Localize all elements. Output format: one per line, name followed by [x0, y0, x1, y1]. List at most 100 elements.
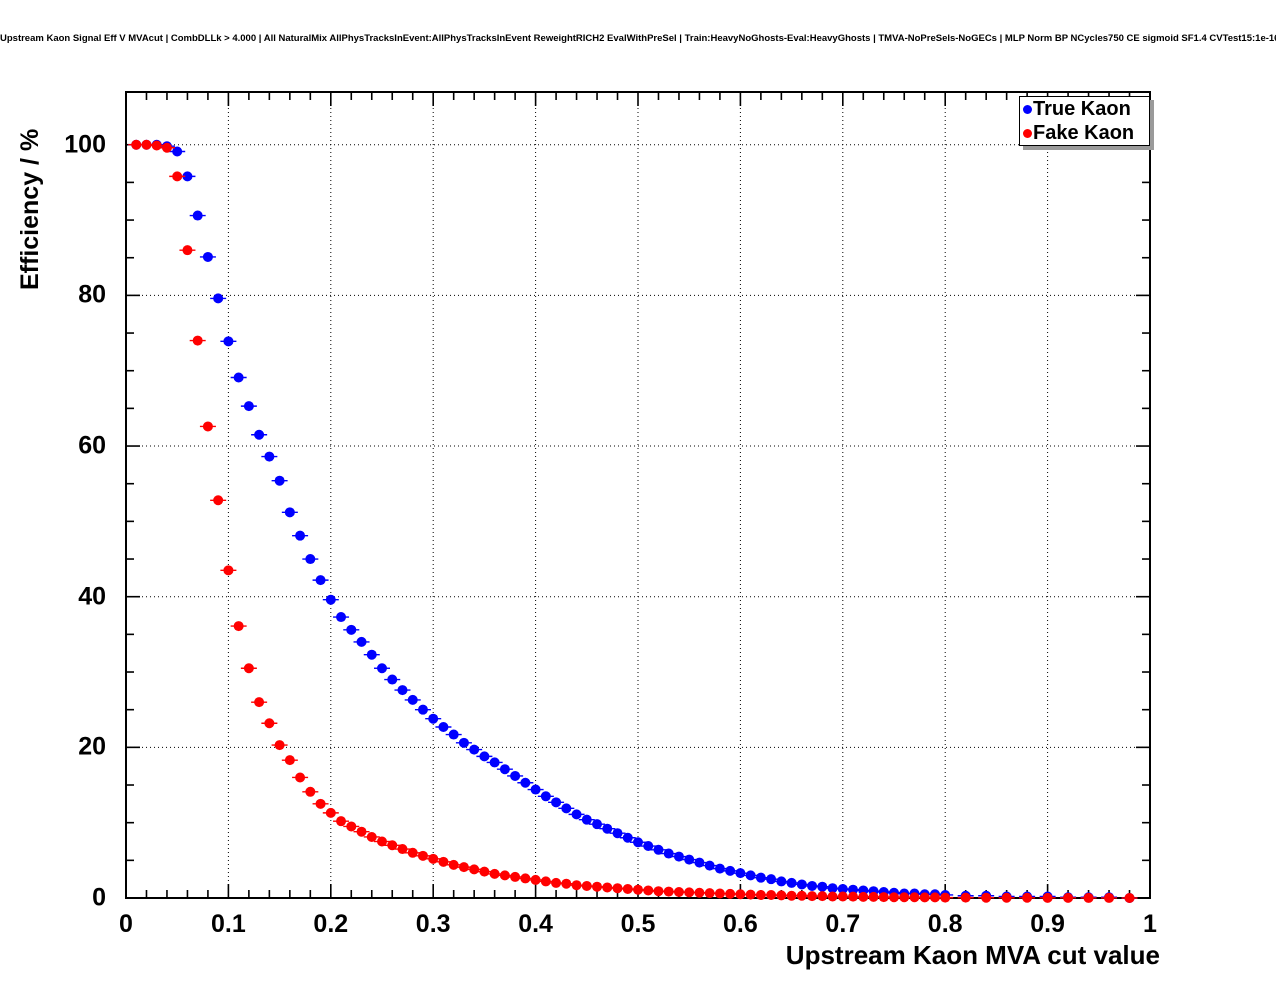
- data-point: [356, 826, 367, 837]
- data-point: [981, 892, 992, 903]
- data-point: [264, 451, 275, 462]
- data-point: [796, 890, 807, 901]
- data-point: [530, 874, 541, 885]
- data-point: [735, 868, 746, 879]
- y-tick-label: 100: [64, 130, 106, 159]
- data-point: [848, 884, 859, 895]
- data-point: [356, 636, 367, 647]
- data-point: [1001, 892, 1012, 903]
- data-point: [653, 844, 664, 855]
- legend[interactable]: True Kaon Fake Kaon: [1019, 96, 1150, 146]
- data-point: [284, 755, 295, 766]
- data-point: [889, 892, 899, 903]
- x-tick-label: 0.8: [927, 910, 963, 938]
- data-point: [1124, 893, 1135, 903]
- data-point: [551, 797, 562, 808]
- data-point: [305, 554, 316, 565]
- data-point: [643, 841, 654, 852]
- data-point: [960, 892, 971, 903]
- data-point: [817, 891, 828, 902]
- data-point: [172, 146, 183, 157]
- data-point: [213, 495, 224, 506]
- data-point: [377, 663, 387, 674]
- data-point: [397, 844, 408, 855]
- data-point: [725, 865, 736, 876]
- data-point: [612, 883, 623, 894]
- data-point: [202, 251, 213, 262]
- data-point: [540, 876, 551, 887]
- data-point: [561, 878, 572, 889]
- data-point: [458, 737, 469, 748]
- data-point: [233, 621, 244, 632]
- data-point: [346, 821, 357, 832]
- data-point: [786, 877, 797, 888]
- data-point: [561, 803, 572, 814]
- data-point: [807, 880, 818, 891]
- data-point: [428, 713, 439, 724]
- data-point: [499, 870, 510, 881]
- data-point: [202, 421, 213, 432]
- data-point: [274, 740, 285, 751]
- data-point: [571, 880, 582, 891]
- data-point: [684, 887, 695, 898]
- data-point: [530, 784, 541, 795]
- data-point: [161, 142, 172, 153]
- data-point: [755, 889, 766, 900]
- data-point: [458, 862, 469, 873]
- data-point: [223, 565, 234, 576]
- data-point: [745, 870, 756, 881]
- data-point: [233, 372, 244, 383]
- data-point: [776, 876, 787, 887]
- data-point: [827, 891, 838, 902]
- legend-entry-fake-kaon[interactable]: Fake Kaon: [1020, 121, 1149, 145]
- data-point: [807, 891, 818, 902]
- data-point: [315, 575, 326, 586]
- data-point: [489, 868, 500, 879]
- legend-entry-true-kaon[interactable]: True Kaon: [1020, 97, 1149, 121]
- data-point: [776, 890, 787, 901]
- y-tick-label: 20: [78, 732, 106, 761]
- data-point: [243, 401, 254, 412]
- data-point: [581, 814, 592, 825]
- data-point: [551, 877, 562, 888]
- data-point: [868, 891, 879, 902]
- data-point: [633, 837, 643, 848]
- x-axis-title: Upstream Kaon MVA cut value: [785, 940, 1160, 970]
- data-point: [479, 866, 490, 877]
- data-point: [448, 729, 459, 740]
- data-point: [295, 530, 306, 541]
- data-point: [919, 892, 930, 903]
- legend-label: True Kaon: [1033, 98, 1131, 120]
- data-point: [694, 887, 705, 898]
- data-point: [602, 823, 613, 834]
- x-tick-label: 0.7: [825, 910, 861, 938]
- y-tick-label: 80: [78, 280, 106, 309]
- data-point: [479, 751, 490, 762]
- data-point: [817, 881, 828, 892]
- data-point: [653, 886, 664, 897]
- data-point: [274, 475, 285, 486]
- data-point: [325, 807, 336, 818]
- data-point: [510, 871, 521, 882]
- data-point: [837, 883, 848, 894]
- data-point: [397, 685, 408, 696]
- data-point: [704, 888, 715, 899]
- data-point: [592, 819, 603, 830]
- data-point: [377, 836, 387, 847]
- data-point: [243, 663, 254, 674]
- data-point: [295, 772, 306, 783]
- data-point: [745, 889, 756, 900]
- data-point: [387, 674, 398, 685]
- data-point: [315, 798, 326, 809]
- data-point: [387, 840, 398, 851]
- data-point: [725, 888, 736, 899]
- series-true-kaon: [128, 139, 1138, 903]
- x-tick-label: 0.9: [1030, 910, 1065, 938]
- data-point: [305, 786, 316, 797]
- data-point: [469, 744, 480, 755]
- data-point: [366, 831, 377, 842]
- data-point: [192, 210, 203, 221]
- data-point: [284, 507, 295, 518]
- data-point: [131, 139, 142, 150]
